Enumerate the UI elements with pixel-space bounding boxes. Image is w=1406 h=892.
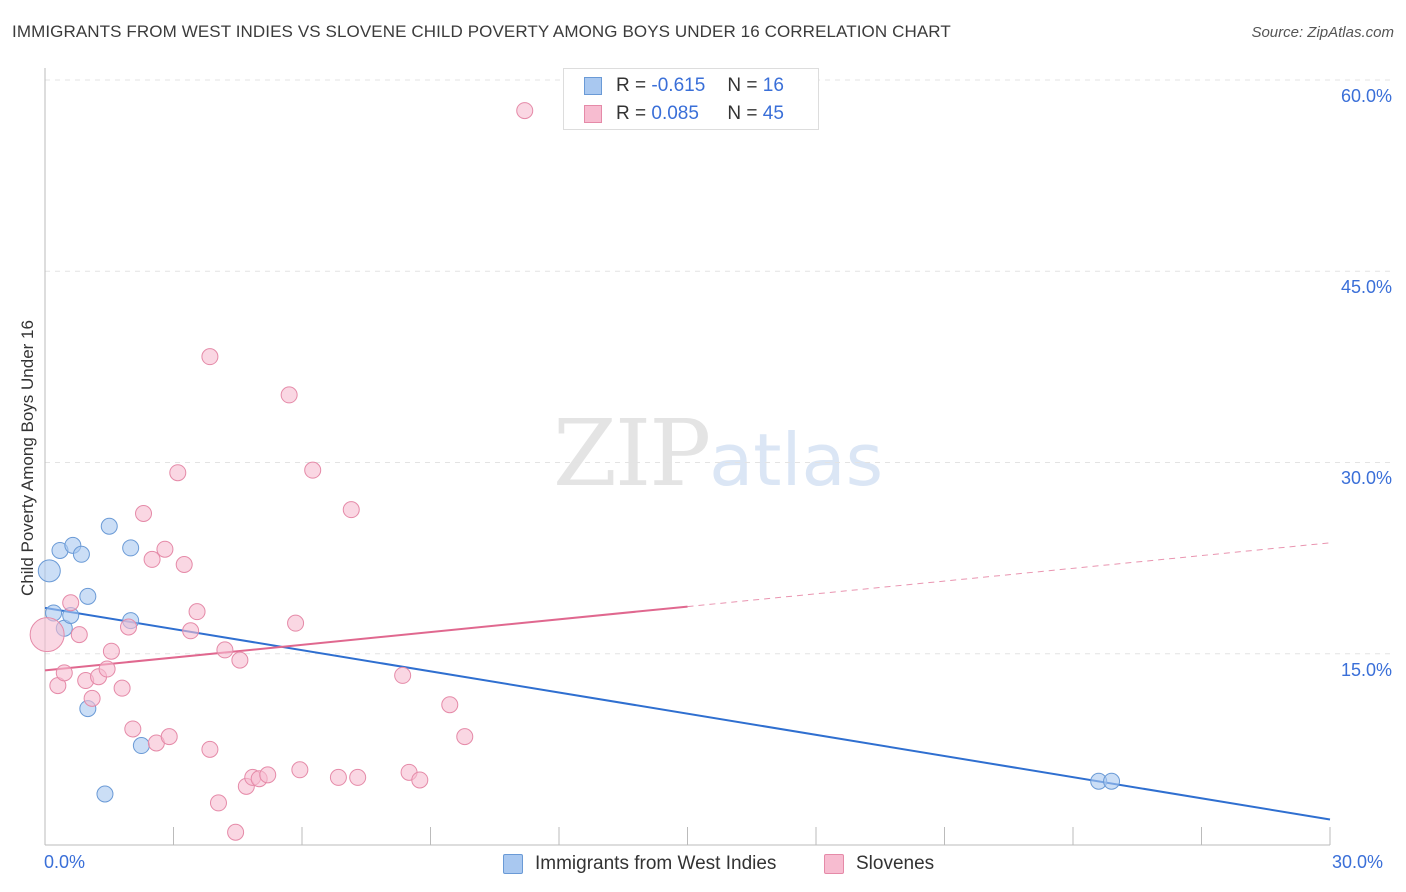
data-point-slovenes	[304, 461, 322, 479]
data-point-slovenes	[120, 618, 138, 636]
y-tick-label-15: 15.0%	[1340, 660, 1392, 680]
y-tick-label-60: 60.0%	[1340, 86, 1392, 106]
x-tick-label-0: 0.0%	[44, 852, 86, 872]
data-point-slovenes	[175, 556, 193, 573]
trend-line-0	[44, 606, 1331, 821]
grid-lines	[45, 79, 1392, 655]
data-point-slovenes	[291, 761, 309, 779]
y-tick-label-45: 45.0%	[1340, 277, 1392, 297]
data-point-slovenes	[259, 766, 277, 784]
data-point-slovenes	[201, 740, 219, 758]
data-point-slovenes	[62, 594, 80, 612]
data-point-slovenes	[29, 617, 65, 653]
data-point-slovenes	[209, 794, 227, 812]
data-point-slovenes	[113, 679, 131, 697]
data-point-slovenes	[329, 768, 347, 786]
data-point-west-indies	[122, 539, 140, 557]
x-tick-label-30: 30.0%	[1332, 852, 1384, 872]
data-point-slovenes	[216, 641, 234, 659]
trend-lines	[44, 542, 1331, 821]
source-label: Source: ZipAtlas.com	[1251, 24, 1394, 41]
data-point-west-indies	[79, 587, 97, 605]
data-point-slovenes	[280, 386, 298, 404]
data-point-slovenes	[227, 823, 245, 841]
correlation-legend: R = -0.615 N = 16 R = 0.085 N = 45	[563, 68, 819, 130]
data-point-slovenes	[456, 728, 474, 746]
data-point-slovenes	[83, 689, 101, 707]
y-tick-label-30: 30.0%	[1340, 468, 1392, 488]
data-point-slovenes	[342, 501, 360, 519]
data-point-slovenes	[231, 651, 249, 669]
series-swatch-slovenes	[824, 854, 844, 874]
data-point-slovenes	[98, 660, 116, 678]
series-legend-slovenes: Slovenes	[824, 852, 934, 876]
series-name-slovenes: Slovenes	[856, 853, 935, 874]
data-point-west-indies	[132, 737, 150, 755]
data-point-slovenes	[411, 771, 429, 789]
watermark-zip: ZIP	[553, 400, 711, 507]
data-point-slovenes	[349, 768, 367, 786]
legend-n-value: 45	[762, 103, 784, 124]
series-swatch-west-indies	[503, 854, 523, 874]
data-point-slovenes	[124, 720, 142, 738]
watermark: ZIPatlas	[553, 400, 883, 507]
axes	[44, 68, 1331, 846]
data-point-west-indies	[100, 517, 118, 535]
data-point-slovenes	[516, 102, 534, 120]
data-point-west-indies	[72, 545, 90, 563]
data-point-slovenes	[70, 626, 88, 644]
series-name-west-indies: Immigrants from West Indies	[535, 853, 777, 874]
legend-row-west-indies: R = -0.615 N = 16	[584, 72, 784, 100]
data-point-slovenes	[135, 505, 153, 522]
legend-r-value: 0.085	[651, 103, 699, 124]
data-point-slovenes	[188, 603, 206, 621]
data-point-slovenes	[287, 614, 305, 632]
data-point-slovenes	[160, 728, 178, 746]
data-point-slovenes	[55, 664, 73, 682]
data-point-slovenes	[182, 622, 200, 640]
legend-r-label: R =	[616, 103, 647, 124]
data-point-slovenes	[441, 696, 459, 714]
trend-line-1	[44, 605, 688, 672]
y-axis-label: Child Poverty Among Boys Under 16	[18, 320, 37, 596]
data-point-slovenes	[201, 348, 219, 366]
legend-row-slovenes: R = 0.085 N = 45	[584, 100, 784, 128]
data-points	[29, 102, 1121, 841]
data-point-slovenes	[394, 666, 412, 684]
data-point-slovenes	[143, 550, 161, 568]
legend-n-label: N =	[727, 75, 758, 96]
data-point-west-indies	[1103, 772, 1121, 790]
data-point-west-indies	[96, 785, 114, 803]
data-point-slovenes	[156, 540, 174, 558]
legend-r-value: -0.615	[651, 75, 706, 96]
data-point-slovenes	[102, 642, 120, 660]
trend-line-extension-1	[687, 542, 1331, 608]
series-legend-west-indies: Immigrants from West Indies	[503, 852, 776, 876]
data-point-slovenes	[169, 464, 187, 482]
data-point-west-indies	[37, 559, 61, 583]
legend-r-label: R =	[616, 75, 647, 96]
legend-n-label: N =	[727, 103, 758, 124]
legend-n-value: 16	[762, 75, 784, 96]
chart-title: IMMIGRANTS FROM WEST INDIES VS SLOVENE C…	[12, 22, 951, 41]
watermark-atlas: atlas	[709, 418, 884, 502]
legend-swatch-slovenes	[584, 105, 602, 123]
legend-swatch-west-indies	[584, 77, 602, 95]
